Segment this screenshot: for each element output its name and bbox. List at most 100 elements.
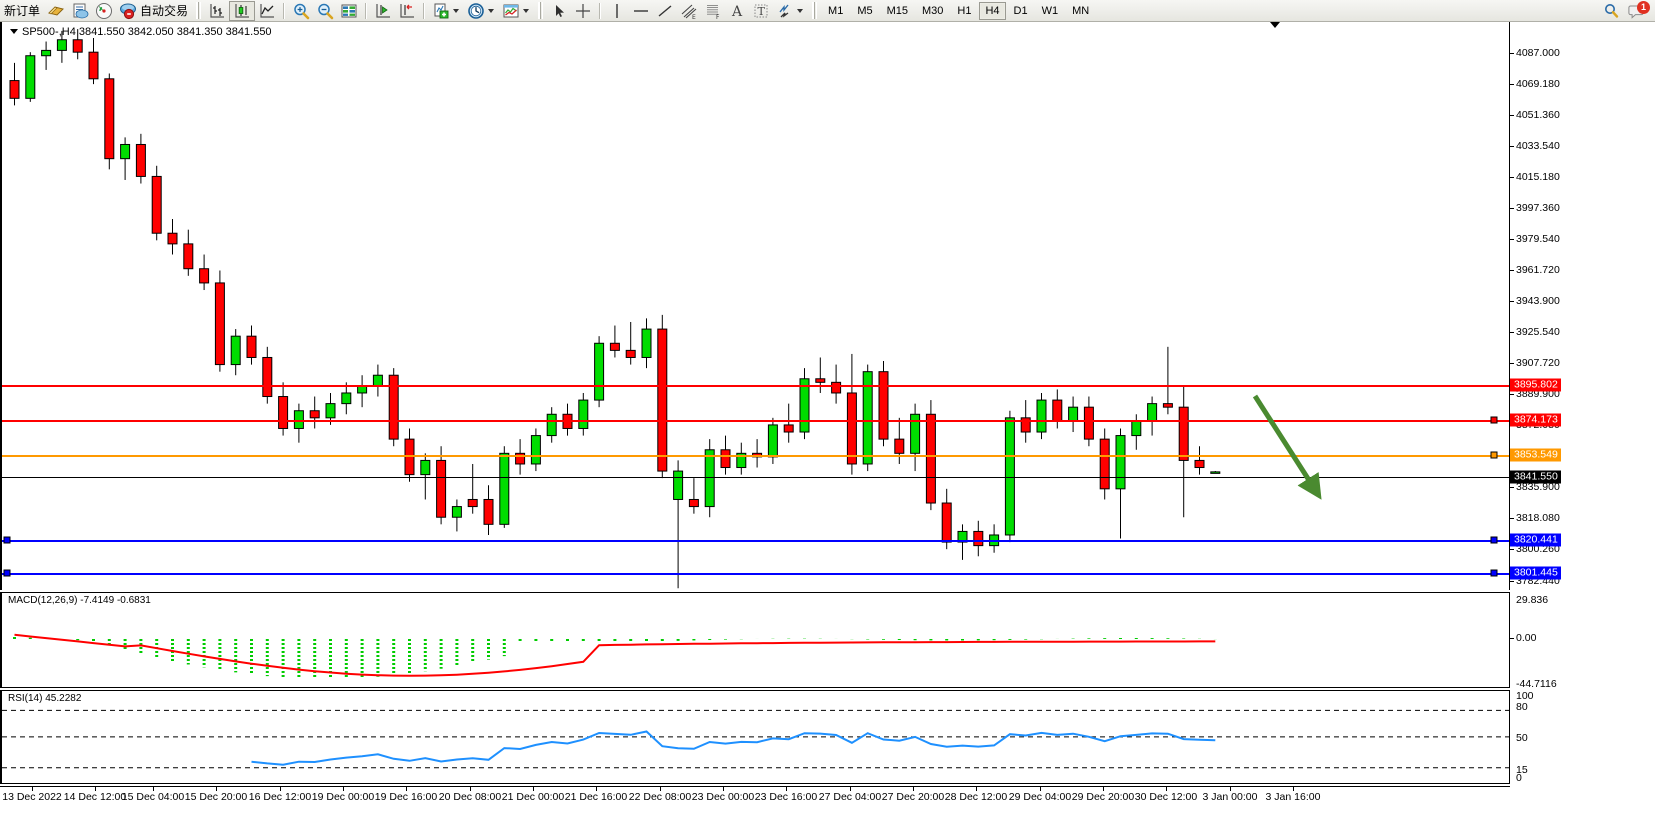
data-window-button[interactable] (337, 1, 361, 21)
line-chart-button[interactable] (255, 1, 279, 21)
zoom-out-icon (315, 2, 335, 20)
rsi-line (251, 730, 1216, 766)
zoom-in-button[interactable] (289, 1, 313, 21)
price-level-badge[interactable]: 3874.173 (1510, 413, 1561, 427)
notifications-icon[interactable]: 1 (1627, 0, 1650, 20)
auto-scroll-button[interactable] (395, 1, 419, 21)
toolbar-grip-2[interactable] (538, 2, 544, 19)
search-icon[interactable] (1601, 2, 1621, 20)
arrows-tool-button[interactable] (773, 1, 808, 21)
level-anchor-resistance-2[interactable] (1490, 416, 1498, 424)
rsi-tick-label: 100 (1516, 690, 1534, 702)
candlestick-chart-button[interactable] (229, 0, 256, 21)
candle-body (657, 328, 668, 472)
price-tick-label: 4069.180 (1516, 78, 1560, 90)
timeframe-h4[interactable]: H4 (979, 1, 1006, 20)
metaeditor-button[interactable] (68, 1, 92, 21)
price-tickmark (1510, 332, 1514, 333)
price-level-badge[interactable]: 3841.550 (1510, 470, 1561, 484)
level-anchor-support-1[interactable] (1490, 536, 1498, 544)
chart-container[interactable]: SP500-,H4 3841.550 3842.050 3841.350 384… (0, 22, 1655, 822)
level-line-resistance-2[interactable] (2, 420, 1509, 422)
period-button[interactable] (464, 1, 499, 21)
text-tool-button[interactable]: A (725, 1, 749, 21)
price-level-badge[interactable]: 3801.445 (1510, 566, 1561, 580)
candle-body (862, 371, 873, 465)
new-chart-button[interactable] (429, 1, 464, 21)
level-line-support-2[interactable] (2, 573, 1509, 575)
price-tick-label: 3979.540 (1516, 233, 1560, 245)
arrows-dropdown-arrow[interactable] (795, 2, 804, 20)
zoom-out-button[interactable] (313, 1, 337, 21)
level-anchor-support-1-left[interactable] (3, 536, 11, 544)
vertical-line-tool-button[interactable] (605, 1, 629, 21)
new-order-button[interactable]: 新订单 (0, 1, 44, 21)
level-line-resistance-1[interactable] (2, 385, 1509, 387)
autotrading-button[interactable]: 自动交易 (116, 1, 192, 21)
bar-chart-icon (207, 2, 227, 20)
level-anchor-pivot[interactable] (1490, 451, 1498, 459)
candle-body (1020, 417, 1031, 433)
price-tickmark (1510, 53, 1514, 54)
level-line-pivot[interactable] (2, 455, 1509, 457)
signals-button[interactable] (92, 1, 116, 21)
timeframe-w1[interactable]: W1 (1041, 4, 1059, 17)
time-axis[interactable]: 13 Dec 2022 14 Dec 12:00 15 Dec 04:00 15 De… (0, 786, 1510, 808)
timeframe-mn[interactable]: MN (1072, 4, 1090, 17)
candle-body (783, 424, 794, 433)
candlestick-chart-icon (232, 2, 252, 20)
time-tick-label: 15 Dec 20:00 (184, 791, 248, 803)
price-tickmark (1510, 518, 1514, 519)
shift-start-button[interactable] (371, 1, 395, 21)
timeframe-m1[interactable]: M1 (828, 4, 844, 17)
timeframe-h1[interactable]: H1 (957, 4, 972, 17)
macd-indicator-pane[interactable]: MACD(12,26,9) -7.4149 -0.6831 (0, 592, 1510, 688)
time-tick-label: 30 Dec 12:00 (1134, 791, 1198, 803)
crosshair-tool-button[interactable] (571, 1, 595, 21)
time-tick-label: 27 Dec 04:00 (818, 791, 882, 803)
toolbar-grip-1[interactable] (196, 2, 202, 19)
new-chart-dropdown-arrow[interactable] (451, 2, 460, 20)
price-level-badge[interactable]: 3895.802 (1510, 378, 1561, 392)
price-level-badge[interactable]: 3820.441 (1510, 533, 1561, 547)
fibonacci-tool-button[interactable]: F (701, 1, 725, 21)
template-icon (501, 2, 521, 20)
timeframe-m30[interactable]: M30 (922, 4, 944, 17)
timeframe-m5[interactable]: M5 (857, 4, 873, 17)
period-dropdown-arrow[interactable] (486, 2, 495, 20)
candle-body (436, 459, 447, 518)
time-tickmark (786, 787, 787, 791)
candle-body (9, 80, 20, 99)
candle-body (483, 498, 494, 525)
time-tickmark (850, 787, 851, 791)
time-tick-label: 15 Dec 04:00 (121, 791, 185, 803)
level-line-support-1[interactable] (2, 540, 1509, 542)
bar-chart-button[interactable] (205, 1, 229, 21)
price-pane[interactable]: SP500-,H4 3841.550 3842.050 3841.350 384… (0, 22, 1510, 590)
timeframe-m15[interactable]: M15 (886, 4, 908, 17)
symbol-caret-icon[interactable] (10, 29, 18, 34)
trendline-tool-button[interactable] (653, 1, 677, 21)
timeframe-d1[interactable]: D1 (1013, 4, 1028, 17)
candle-body (736, 452, 747, 469)
text-label-tool-button[interactable]: T (749, 1, 773, 21)
candle-body (214, 282, 225, 366)
level-anchor-support-2[interactable] (1490, 569, 1498, 577)
price-tickmark (1510, 549, 1514, 550)
cursor-tool-button[interactable] (547, 1, 571, 21)
price-level-badge[interactable]: 3853.549 (1510, 448, 1561, 462)
toolbar-grip-3[interactable] (812, 2, 818, 19)
horizontal-line-tool-button[interactable] (629, 1, 653, 21)
price-tick-label: 3818.080 (1516, 512, 1560, 524)
level-anchor-support-2-left[interactable] (3, 569, 11, 577)
time-tick-label: 29 Dec 20:00 (1071, 791, 1135, 803)
templates-dropdown-arrow[interactable] (521, 2, 530, 20)
price-axis[interactable]: 4087.000 4069.180 4051.360 4033.540 4015.180… (1510, 22, 1655, 784)
price-tickmark (1510, 84, 1514, 85)
candlestick-series (9, 29, 1221, 589)
templates-button[interactable] (499, 1, 534, 21)
equidistant-channel-button[interactable]: E (677, 1, 701, 21)
expert-advisor-icon[interactable] (44, 1, 68, 21)
rsi-indicator-pane[interactable]: RSI(14) 45.2282 (0, 690, 1510, 784)
candle-body (641, 328, 652, 358)
